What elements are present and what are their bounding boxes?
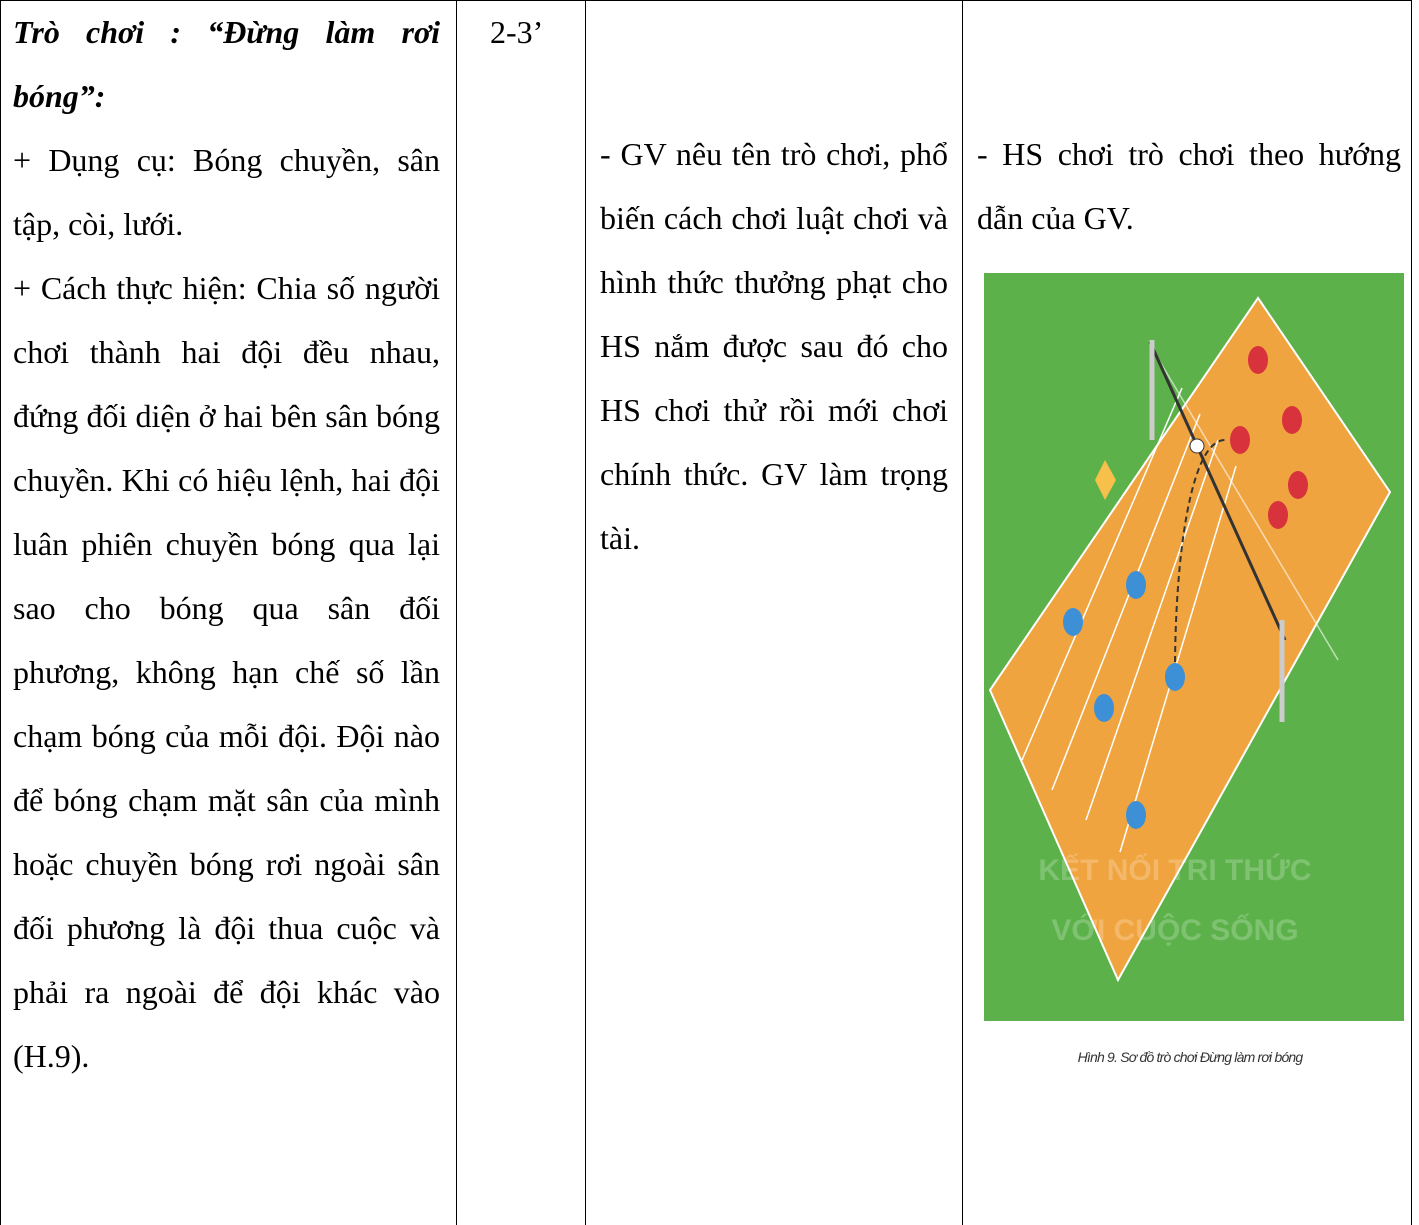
- net: [1148, 341, 1287, 641]
- student-cell: - HS chơi trò chơi theo hướng dẫn của GV…: [962, 0, 1412, 1225]
- figure: KẾT NỐI TRI THỨC VỚI CUỘC SỐNG Hình 9. S…: [984, 273, 1404, 1065]
- student-text: - HS chơi trò chơi theo hướng dẫn của GV…: [977, 136, 1401, 236]
- game-text: Trò chơi : “Đừng làm rơi bóng”: + Dụng c…: [13, 0, 440, 1088]
- game-item: + Dụng cụ: Bóng chuyền, sân tập, còi, lư…: [13, 142, 440, 242]
- blue-team: [1063, 571, 1185, 829]
- time-text: 2-3’: [490, 14, 544, 50]
- teacher-text: - GV nêu tên trò chơi, phổ biến cách chơ…: [600, 136, 948, 556]
- game-title: Trò chơi : “Đừng làm rơi bóng”:: [13, 14, 440, 114]
- watermark: VỚI CUỘC SỐNG: [1051, 913, 1298, 947]
- red-team: [1230, 346, 1308, 529]
- watermark: KẾT NỐI TRI THỨC: [1038, 853, 1311, 887]
- court-lines: [1021, 344, 1339, 853]
- cone: [1095, 460, 1116, 500]
- time-cell: 2-3’: [456, 0, 585, 1225]
- game-item: + Cách thực hiện: Chia số người chơi thà…: [13, 270, 440, 1074]
- table-border: [0, 0, 1411, 1]
- ball: [1189, 438, 1205, 454]
- game-cell: Trò chơi : “Đừng làm rơi bóng”: + Dụng c…: [0, 0, 456, 1225]
- ball-path: [1174, 439, 1226, 673]
- figure-caption: Hình 9. Sơ đồ trò chơi Đừng làm rơi bóng: [1078, 1049, 1304, 1065]
- teacher-cell: - GV nêu tên trò chơi, phổ biến cách chơ…: [585, 0, 962, 1225]
